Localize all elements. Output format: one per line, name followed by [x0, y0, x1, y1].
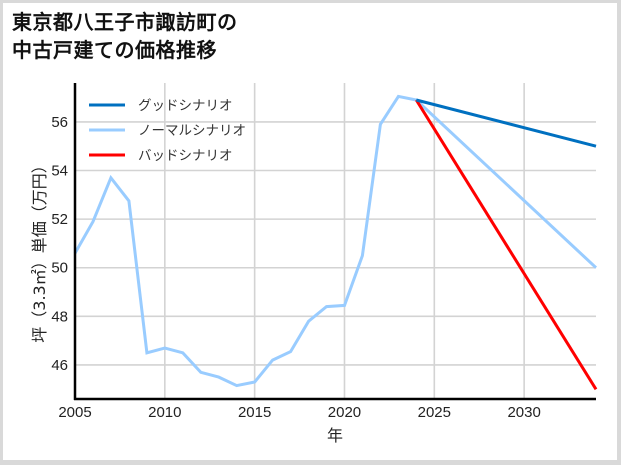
title-line-2: 中古戸建ての価格推移	[12, 38, 217, 62]
axes	[73, 83, 596, 401]
chart-title: 東京都八王子市諏訪町の 中古戸建ての価格推移	[12, 8, 238, 64]
y-tick-label: 46	[51, 357, 68, 374]
series-line	[73, 94, 598, 388]
legend-label: ノーマルシナリオ	[138, 123, 246, 139]
series-line	[415, 98, 597, 148]
x-tick-label: 2020	[328, 404, 361, 421]
y-tick-label: 54	[51, 163, 68, 180]
x-axis-label: 年	[327, 426, 343, 445]
title-line-1: 東京都八王子市諏訪町の	[12, 10, 238, 34]
y-tick-label: 48	[51, 308, 68, 325]
gridlines	[75, 83, 596, 399]
tick-labels: 2005 2010 2015 2020 2025 2030 46 48 50 52 54 56	[51, 114, 541, 421]
chart-frame	[3, 3, 617, 460]
series-line	[415, 99, 598, 391]
data-lines	[73, 94, 598, 391]
x-tick-label: 2025	[418, 404, 451, 421]
y-tick-label: 56	[51, 114, 68, 131]
y-tick-label: 52	[51, 211, 68, 228]
legend-label: バッドシナリオ	[138, 148, 233, 164]
y-axis-label: 坪（3.3㎡）単価（万円）	[30, 157, 49, 342]
x-tick-label: 2030	[507, 404, 540, 421]
x-tick-label: 2005	[58, 404, 91, 421]
y-tick-label: 50	[51, 260, 68, 277]
legend-label: グッドシナリオ	[138, 98, 233, 114]
x-tick-label: 2010	[148, 404, 181, 421]
x-tick-label: 2015	[238, 404, 271, 421]
